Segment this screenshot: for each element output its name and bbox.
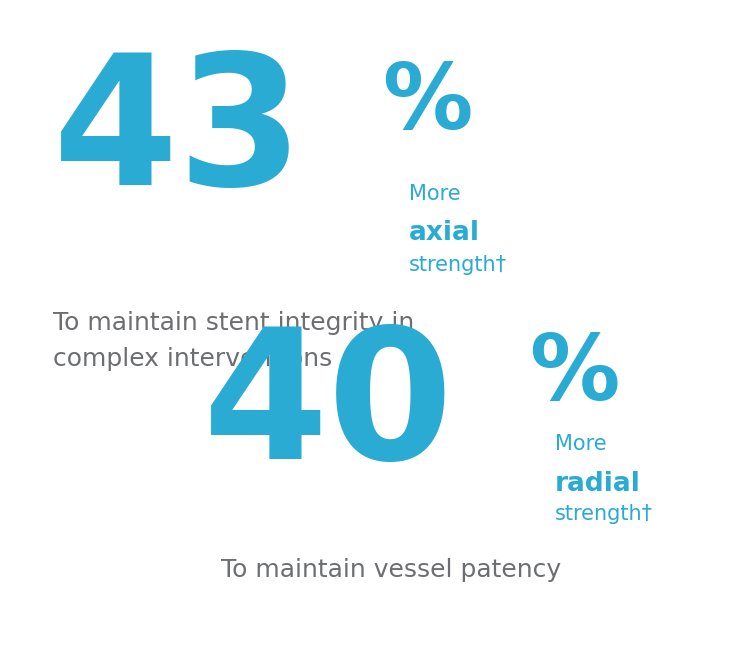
Text: 40: 40 — [202, 321, 454, 496]
Text: To maintain vessel patency: To maintain vessel patency — [221, 558, 561, 582]
Text: radial: radial — [555, 471, 640, 497]
Text: To maintain stent integrity in: To maintain stent integrity in — [53, 311, 414, 335]
Text: complex interventions: complex interventions — [53, 347, 332, 371]
Text: %: % — [382, 60, 472, 148]
Text: 43: 43 — [53, 47, 304, 222]
Text: strength†: strength† — [409, 255, 507, 275]
Text: More: More — [555, 434, 607, 454]
Text: axial: axial — [409, 220, 480, 246]
Text: %: % — [529, 331, 620, 419]
Text: More: More — [409, 184, 460, 204]
Text: strength†: strength† — [555, 504, 653, 524]
